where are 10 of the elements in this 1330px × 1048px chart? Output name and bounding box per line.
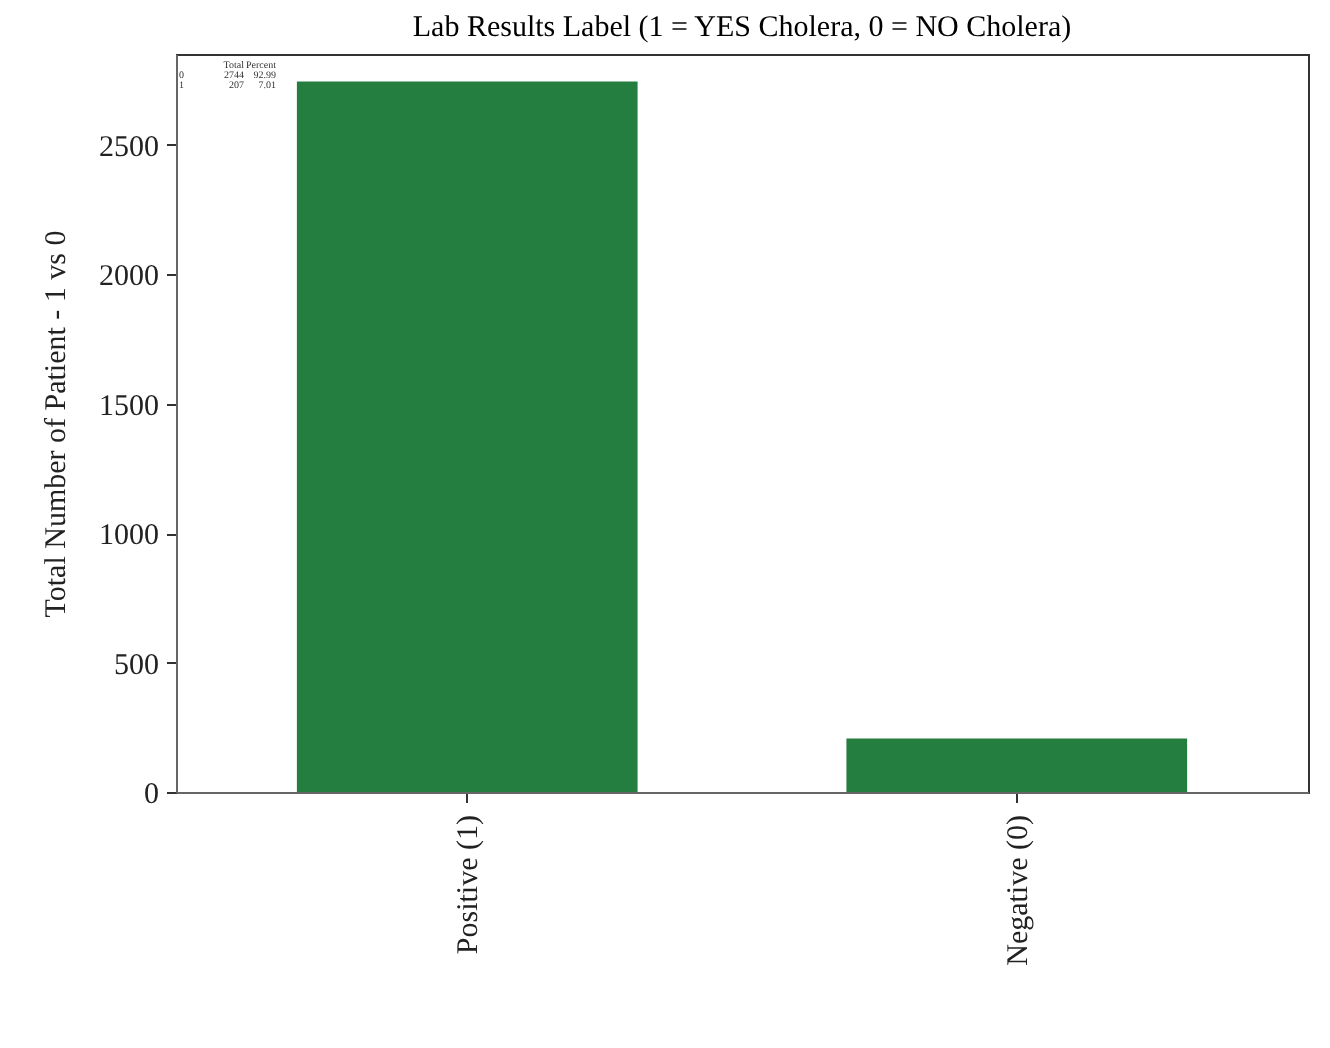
y-tick-label: 1000 [99,520,159,553]
x-tick-label: Negative (0) [1002,815,1035,966]
y-tick-label: 1500 [99,390,159,423]
x-tick-label: Positive (1) [453,815,486,955]
chart-title: Lab Results Label (1 = YES Cholera, 0 = NO Cholera) [412,12,1072,44]
y-tick-label: 2500 [99,131,159,164]
y-tick-label: 500 [114,649,159,682]
y-tick-label: 0 [144,779,159,811]
y-tick-label: 2000 [99,261,159,294]
y-axis-title: Total Number of Patient - 1 vs 0 [41,230,73,618]
